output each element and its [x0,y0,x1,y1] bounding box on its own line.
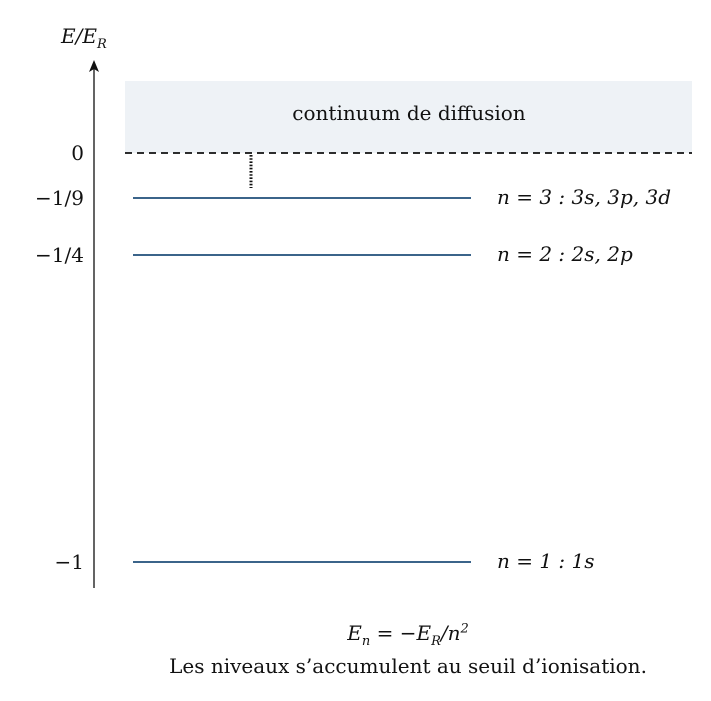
axis-arrowhead [89,60,99,72]
level-label-n2: n = 2 : 2s, 2p [497,242,633,266]
level-label-n1: n = 1 : 1s [497,549,595,573]
level-tick-label-n2: −1/4 [35,243,84,267]
accumulation-note: Les niveaux s’accumulent au seuil d’ioni… [169,654,647,678]
continuum-region [125,81,692,153]
level-label-n3: n = 3 : 3s, 3p, 3d [497,185,671,209]
level-tick-label-n3: −1/9 [35,186,84,210]
energy-formula: En = −ER/n2 [347,621,469,649]
threshold-tick-label: 0 [71,141,84,165]
axis-label: E/ER [60,24,107,52]
continuum-label: continuum de diffusion [292,101,526,125]
level-tick-label-n1: −1 [55,550,84,574]
